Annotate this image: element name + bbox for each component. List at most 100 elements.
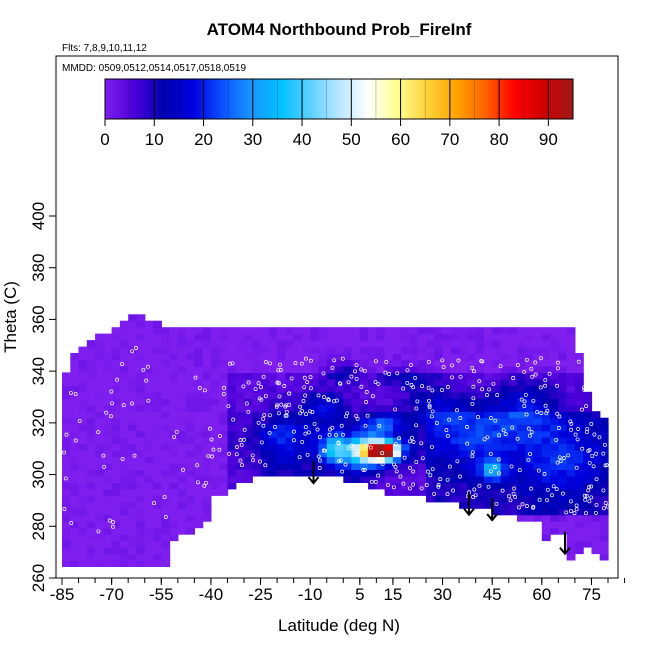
heatmap-cell	[384, 327, 394, 335]
heatmap-cell	[177, 521, 187, 529]
heatmap-cell	[550, 391, 559, 399]
heatmap-cell	[277, 378, 286, 386]
heatmap-cell	[103, 340, 113, 348]
sample-point	[435, 421, 439, 426]
heatmap-cell	[318, 430, 328, 438]
heatmap-cell	[310, 359, 320, 367]
heatmap-cell	[95, 391, 104, 399]
heatmap-cell	[467, 333, 477, 341]
heatmap-cell	[219, 411, 229, 419]
heatmap-cell	[583, 514, 593, 522]
heatmap-cell	[517, 327, 526, 335]
heatmap-cell	[186, 378, 195, 386]
heatmap-cell	[566, 333, 576, 341]
heatmap-cell	[252, 456, 262, 464]
heatmap-cell	[343, 398, 353, 406]
heatmap-cell	[111, 450, 121, 458]
heatmap-cell	[500, 482, 510, 490]
heatmap-cell	[566, 553, 576, 561]
heatmap-cell	[194, 508, 204, 516]
heatmap-cell	[591, 437, 601, 445]
sample-point	[262, 412, 267, 417]
heatmap-cell	[483, 366, 493, 374]
heatmap-cell	[409, 372, 419, 380]
heatmap-cell	[103, 353, 113, 361]
heatmap-cell	[368, 366, 377, 374]
heatmap-cell	[128, 547, 138, 555]
heatmap-cell	[293, 424, 303, 432]
heatmap-cell	[301, 340, 311, 348]
sample-point	[584, 404, 589, 409]
sample-point	[531, 398, 536, 403]
heatmap-cell	[566, 411, 576, 419]
heatmap-cell	[119, 475, 129, 483]
heatmap-cell	[119, 430, 129, 438]
heatmap-cell	[376, 475, 386, 483]
heatmap-cell	[566, 527, 576, 535]
sample-point	[317, 466, 322, 470]
heatmap-cell	[384, 378, 394, 386]
heatmap-cell	[177, 527, 187, 535]
sample-point	[427, 405, 432, 410]
heatmap-cell	[550, 404, 559, 412]
heatmap-cell	[566, 501, 576, 509]
heatmap-cell	[219, 378, 229, 386]
heatmap-cell	[202, 462, 212, 470]
sample-point	[238, 438, 243, 443]
heatmap-cell	[293, 366, 303, 374]
heatmap-cell	[459, 475, 468, 483]
heatmap-cell	[442, 340, 452, 348]
heatmap-cell	[467, 385, 477, 393]
heatmap-cell	[508, 469, 518, 477]
sample-point	[354, 413, 359, 418]
heatmap-cell	[128, 540, 138, 548]
heatmap-cell	[550, 430, 559, 438]
heatmap-cell	[235, 340, 245, 348]
heatmap-cell	[177, 456, 187, 464]
heatmap-cell	[384, 333, 394, 341]
heatmap-cell	[599, 527, 609, 535]
sample-point	[321, 371, 326, 376]
heatmap-cell	[293, 398, 303, 406]
heatmap-cell	[508, 404, 518, 412]
heatmap-cell	[153, 404, 162, 412]
heatmap-cell	[78, 346, 88, 354]
sample-point	[587, 499, 592, 504]
heatmap-cell	[343, 391, 353, 399]
sample-point	[364, 390, 369, 394]
heatmap-cell	[574, 404, 584, 412]
heatmap-cell	[210, 353, 220, 361]
sample-point	[476, 415, 480, 419]
heatmap-cell	[128, 333, 138, 341]
heatmap-cell	[368, 404, 377, 412]
sample-point	[393, 407, 398, 412]
heatmap-cell	[525, 340, 535, 348]
heatmap-cell	[210, 411, 220, 419]
heatmap-cell	[550, 346, 559, 354]
heatmap-cell	[574, 353, 584, 361]
heatmap-cell	[62, 443, 71, 451]
sample-point	[395, 371, 400, 376]
heatmap-cell	[202, 353, 212, 361]
sample-point	[583, 511, 588, 516]
heatmap-cell	[161, 366, 171, 374]
heatmap-cell	[434, 404, 444, 412]
heatmap-cell	[318, 391, 328, 399]
sample-point	[523, 392, 528, 397]
heatmap-cell	[70, 437, 80, 445]
heatmap-cell	[401, 450, 411, 458]
heatmap-cell	[268, 437, 278, 445]
heatmap-cell	[210, 482, 220, 490]
heatmap-cell	[144, 488, 154, 496]
heatmap-cell	[574, 475, 584, 483]
heatmap-cell	[186, 366, 195, 374]
heatmap-cell	[426, 469, 435, 477]
heatmap-cell	[368, 327, 377, 335]
heatmap-cell	[426, 488, 435, 496]
sample-point	[110, 524, 115, 529]
heatmap-cell	[244, 359, 253, 367]
heatmap-cell	[450, 488, 460, 496]
heatmap-cell	[508, 437, 518, 445]
heatmap-cell	[161, 430, 171, 438]
heatmap-cell	[95, 366, 104, 374]
